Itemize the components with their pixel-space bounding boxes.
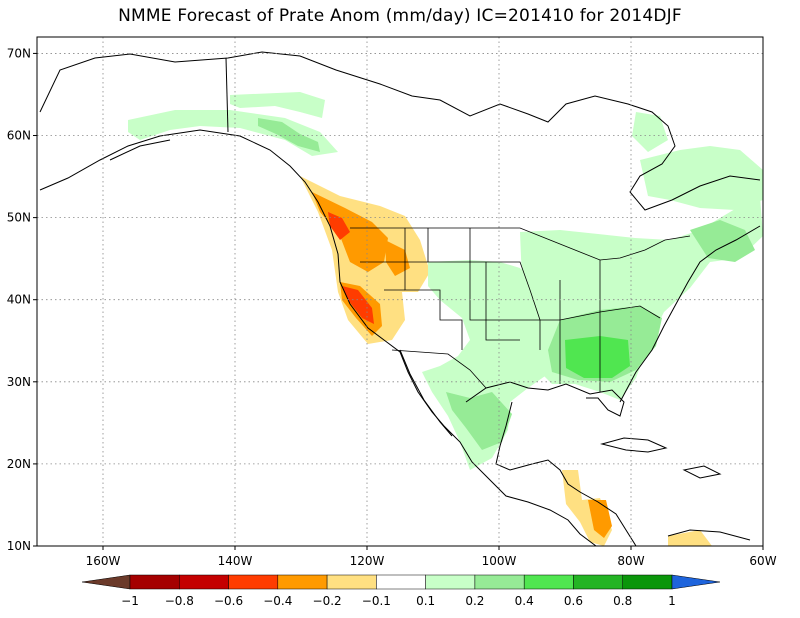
coastline [667, 529, 751, 541]
colorbar-label: −0.8 [165, 594, 194, 608]
anomaly-region [422, 260, 562, 470]
map-frame [36, 36, 764, 547]
lat-tick-label: 60N [7, 129, 31, 143]
colorbar-label: −0.4 [263, 594, 292, 608]
coastline [109, 139, 171, 161]
anomaly-region [668, 530, 712, 546]
coastline [600, 437, 668, 453]
coastline [225, 57, 229, 133]
colorbar-bin [376, 574, 426, 590]
colorbar-label: 0.1 [416, 594, 435, 608]
colorbar-label: 1 [668, 594, 676, 608]
colorbar-label: −1 [121, 594, 139, 608]
anomaly-region [128, 110, 338, 156]
lat-tick-label: 50N [7, 211, 31, 225]
coastlines [39, 51, 761, 546]
coastline [39, 51, 761, 211]
border [485, 262, 520, 341]
lat-tick-label: 10N [7, 539, 31, 553]
lon-tick-label: 80W [617, 554, 644, 568]
coastline [619, 225, 761, 403]
colorbar-label: −0.2 [313, 594, 342, 608]
anomaly-region [328, 212, 350, 240]
lon-tick-label: 140W [218, 554, 253, 568]
anomaly-region [230, 92, 325, 118]
anomaly-region [690, 220, 755, 262]
anomaly-region [565, 336, 630, 378]
colorbar-label: 0.2 [465, 594, 484, 608]
colorbar-bin [425, 574, 476, 590]
lon-tick-label: 120W [350, 554, 385, 568]
lat-tick-label: 40N [7, 293, 31, 307]
border [391, 349, 487, 389]
lon-tick-label: 160W [86, 554, 121, 568]
latitude-labels: 70N 60N 50N 40N 30N 20N 10N [7, 46, 37, 553]
colorbar-bin [622, 574, 673, 590]
colorbar-bin [573, 574, 623, 590]
anomaly-region [588, 500, 612, 538]
colorbar-label: −0.1 [362, 594, 391, 608]
anomaly-region [258, 118, 320, 152]
colorbar-min-triangle [81, 574, 131, 590]
political-borders [350, 227, 691, 392]
colorbar-label: 0.8 [613, 594, 632, 608]
lat-tick-label: 20N [7, 457, 31, 471]
colorbar-label: 0.6 [564, 594, 583, 608]
anomaly-region [342, 286, 374, 324]
gridlines [37, 37, 763, 546]
colorbar-bin [228, 574, 279, 590]
colorbar-label: −0.6 [214, 594, 243, 608]
lon-tick-label: 60W [749, 554, 776, 568]
longitude-labels: 160W 140W 120W 100W 80W 60W [86, 546, 777, 568]
anomaly-region [385, 240, 410, 276]
coastline [39, 129, 597, 546]
colorbar: −1 −0.8 −0.6 −0.4 −0.2 −0.1 0.1 0.2 0.4 0.6 0.8 1 [81, 574, 721, 608]
coastline [399, 349, 453, 437]
colorbar-bin [277, 574, 328, 590]
anomaly-region [640, 146, 763, 210]
colorbar-label: 0.4 [515, 594, 534, 608]
colorbar-bin [129, 574, 180, 590]
lon-tick-label: 100W [482, 554, 517, 568]
page-title: NMME Forecast of Prate Anom (mm/day) IC=… [118, 6, 682, 26]
anomaly-region [446, 392, 512, 450]
coastline [682, 465, 722, 479]
coastline [495, 401, 637, 546]
colorbar-bin [523, 574, 574, 590]
border [404, 228, 463, 350]
colorbar-bin [326, 574, 377, 590]
lat-tick-label: 70N [7, 46, 31, 60]
colorbar-max-triangle [671, 574, 721, 590]
colorbar-bin [474, 574, 525, 590]
anomaly-region [632, 112, 668, 152]
colorbar-bin [179, 574, 229, 590]
lat-tick-label: 30N [7, 375, 31, 389]
